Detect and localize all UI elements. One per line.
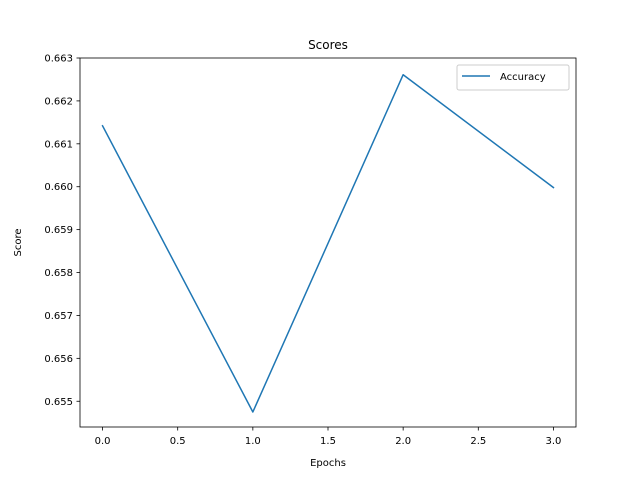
y-tick-label: 0.656: [44, 354, 73, 365]
y-axis: 0.655 0.656 0.657 0.658 0.659 0.660 0.661 0.662…: [44, 54, 80, 408]
x-tick-label: 2.5: [470, 436, 486, 447]
x-axis: 0.0 0.5 1.0 1.5 2.0 2.5 3.0: [95, 427, 562, 447]
chart-title: Scores: [308, 38, 348, 52]
plot-area: [101, 73, 555, 413]
y-tick-label: 0.659: [44, 225, 73, 236]
y-tick-label: 0.660: [44, 182, 73, 193]
x-tick-label: 2.0: [395, 436, 411, 447]
x-tick-label: 1.0: [245, 436, 261, 447]
y-tick-label: 0.662: [44, 96, 73, 107]
x-tick-label: 1.5: [320, 436, 336, 447]
x-tick-label: 0.5: [170, 436, 186, 447]
legend: Accuracy: [456, 64, 570, 91]
x-tick-label: 3.0: [546, 436, 562, 447]
series-line-accuracy: [101, 73, 555, 413]
y-tick-label: 0.661: [44, 139, 73, 150]
y-tick-label: 0.663: [44, 54, 73, 65]
x-axis-label: Epochs: [310, 458, 346, 469]
y-axis-label: Score: [13, 228, 24, 256]
legend-label-accuracy: Accuracy: [500, 72, 546, 83]
legend-box: [456, 64, 570, 91]
y-tick-label: 0.655: [44, 397, 73, 408]
x-tick-label: 0.0: [95, 436, 111, 447]
y-tick-label: 0.658: [44, 268, 73, 279]
y-tick-label: 0.657: [44, 311, 73, 322]
